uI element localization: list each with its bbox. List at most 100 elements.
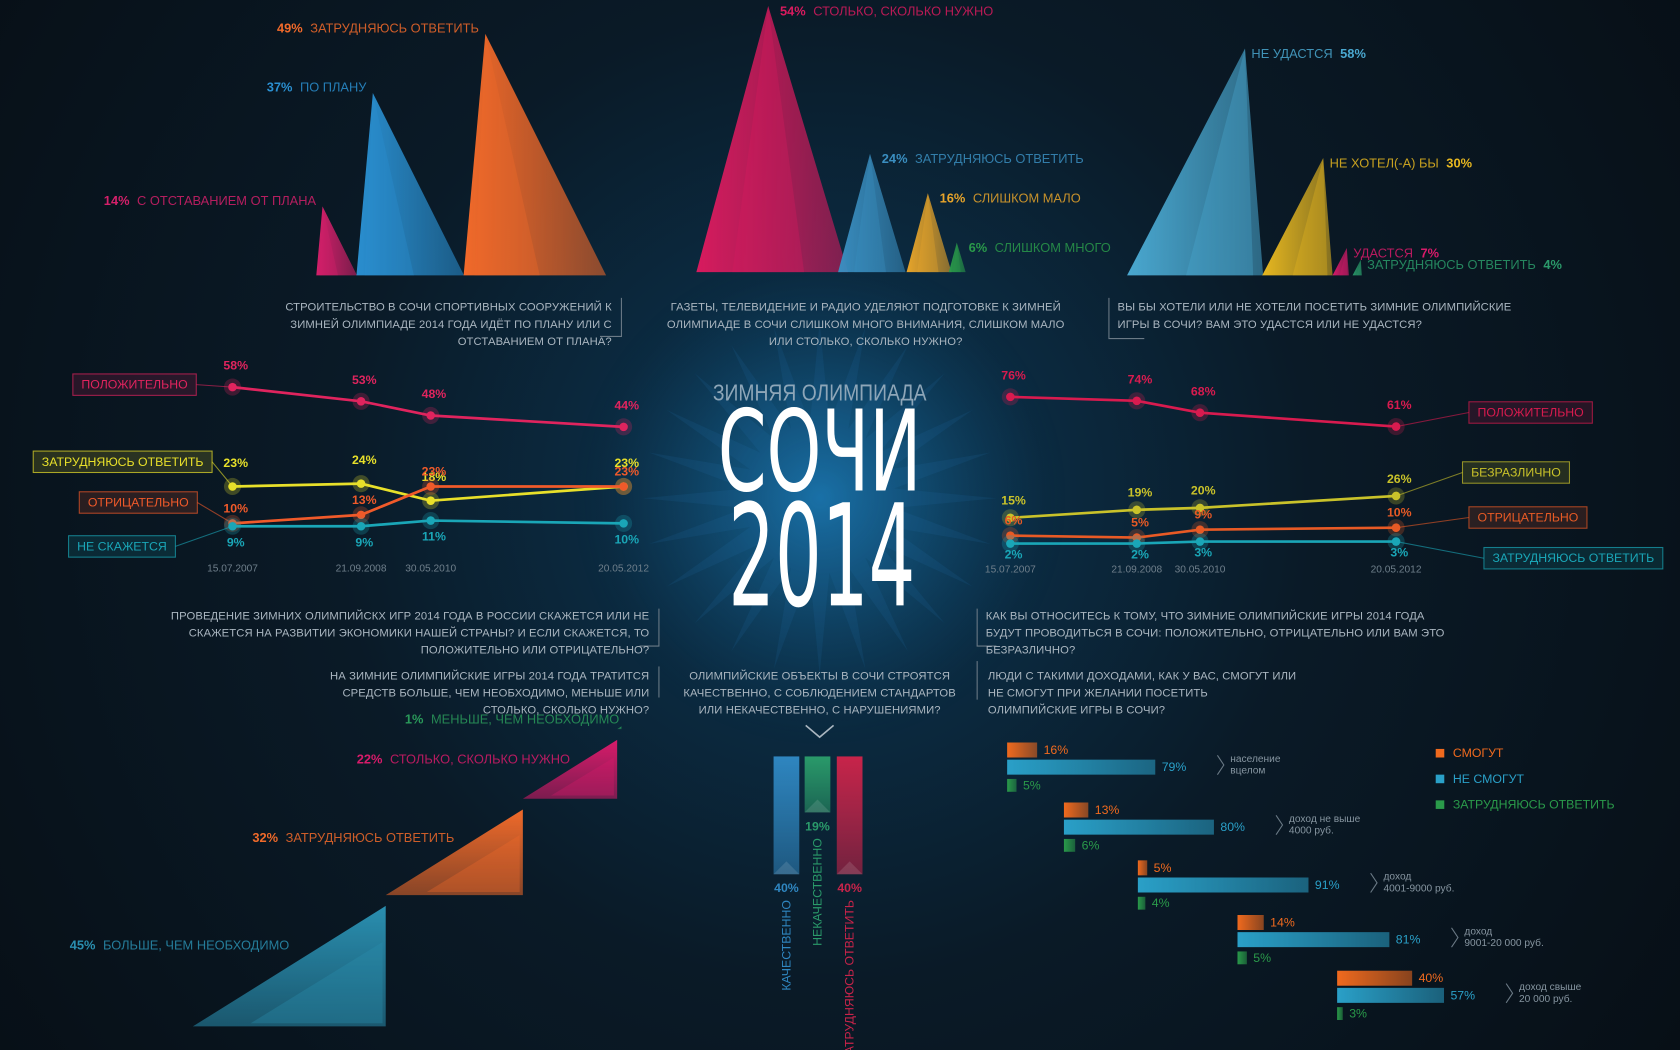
value-label: 11% <box>422 530 446 544</box>
value-label: 10% <box>1387 506 1412 520</box>
value-label: 40% <box>837 881 862 895</box>
line <box>232 519 624 528</box>
question: ЛЮДИ С ТАКИМИ ДОХОДАМИ, КАК У ВАС, СМОГУ… <box>987 669 1297 717</box>
line <box>232 482 624 503</box>
triangle-shade <box>1292 158 1328 276</box>
category-label: МЕНЬШЕ, ЧЕМ НЕОБХОДИМО <box>431 711 619 726</box>
legend-label: ПОЛОЖИТЕЛЬНО <box>1478 406 1584 420</box>
question: ОЛИМПИЙСКИЕ ОБЪЕКТЫ В СОЧИ СТРОЯТСЯ КАЧЕ… <box>683 669 956 717</box>
chevron <box>805 724 835 739</box>
bar <box>804 756 831 813</box>
triangle-shade <box>364 93 414 276</box>
question: ПРОВЕДЕНИЕ ЗИМНИХ ОЛИМПИЙСКХ ИГР 2014 ГО… <box>170 609 650 657</box>
category-label: СЛИШКОМ МНОГО <box>995 239 1111 254</box>
triangle-label: 22% СТОЛЬКО, СКОЛЬКО НУЖНО <box>357 751 570 766</box>
x-tick-label: 20.05.2012 <box>598 563 649 574</box>
legend-label: ОТРИЦАТЕЛЬНО <box>1478 511 1579 525</box>
value-label: 53% <box>352 373 377 387</box>
triangle-label: 45% БОЛЬШЕ, ЧЕМ НЕОБХОДИМО <box>70 937 290 952</box>
value-label: 14% <box>1270 916 1295 930</box>
value-label: 40% <box>774 881 799 895</box>
bar <box>1063 838 1076 852</box>
bracket <box>976 608 997 647</box>
triangle-label: 16% СЛИШКОМ МАЛО <box>940 190 1081 205</box>
triangle <box>1352 259 1362 276</box>
category-label: доход свыше 20 000 руб. <box>1519 981 1582 1006</box>
value-label: 6% <box>1005 514 1023 528</box>
category-label: население вцелом <box>1230 753 1281 777</box>
point <box>426 496 436 505</box>
point <box>228 482 237 491</box>
year: 2014 <box>728 474 915 640</box>
triangle <box>1332 247 1349 276</box>
bar <box>1063 802 1089 818</box>
value-label: 76% <box>1001 368 1026 382</box>
bar <box>1237 915 1264 931</box>
x-tick-label: 21.09.2008 <box>1111 565 1162 576</box>
category-label: СТОЛЬКО, СКОЛЬКО НУЖНО <box>390 751 570 766</box>
legend-swatch <box>1435 774 1445 784</box>
legend-connector <box>1395 541 1485 559</box>
value-label: 9% <box>355 535 373 549</box>
legend-swatch <box>1435 748 1445 758</box>
triangle-label: НЕ ХОТЕЛ(-А) БЫ 30% <box>1330 155 1473 170</box>
value-label: 68% <box>1191 384 1216 398</box>
value-label: 5% <box>1023 778 1041 792</box>
value-label: 3% <box>1390 545 1408 559</box>
bar <box>1137 877 1309 893</box>
value-label: 10% <box>614 532 639 546</box>
value-label: 23% <box>422 464 447 478</box>
value-label: 18% <box>422 470 447 484</box>
category-label: доход 9001-20 000 руб. <box>1464 925 1544 950</box>
category-label: ЗАТРУДНЯЮСЬ ОТВЕТИТЬ <box>286 829 455 844</box>
category-label: УДАСТСЯ <box>1353 245 1413 260</box>
value-label: 49% <box>277 20 303 35</box>
category-label: доход не выше 4000 руб. <box>1288 813 1361 837</box>
value-label: 3% <box>1349 1007 1367 1021</box>
value-label: 57% <box>1450 988 1475 1002</box>
point <box>1006 539 1015 548</box>
value-label: 23% <box>223 456 248 470</box>
value-label: 9% <box>227 535 245 549</box>
line <box>1010 494 1397 520</box>
triangle-label: 6% СЛИШКОМ МНОГО <box>969 239 1111 254</box>
legend-connector <box>1395 411 1470 428</box>
category-label: СЛИШКОМ МАЛО <box>973 190 1081 205</box>
triangle <box>1262 158 1333 276</box>
title-group: СОЧИ <box>718 387 922 518</box>
star <box>642 321 997 676</box>
point <box>1006 513 1015 523</box>
point <box>1391 491 1401 501</box>
triangle-shade <box>551 757 614 796</box>
bar <box>773 756 800 875</box>
triangle-shade <box>319 206 339 276</box>
value-label: 58% <box>223 359 248 373</box>
value-label: 4% <box>1543 257 1562 272</box>
point <box>619 519 628 528</box>
point <box>1006 531 1015 540</box>
bar <box>836 756 863 875</box>
point <box>1132 505 1142 515</box>
triangle <box>316 206 358 276</box>
value-label: 58% <box>1340 45 1366 60</box>
line <box>1010 395 1397 428</box>
chevron <box>1275 815 1284 835</box>
legend-connector <box>197 502 233 524</box>
value-label: 1% <box>405 711 424 726</box>
point <box>1195 408 1205 418</box>
legend-label: ПОЛОЖИТЕЛЬНО <box>81 378 187 392</box>
bar <box>1237 932 1390 948</box>
bar <box>1237 951 1247 965</box>
bar <box>1337 1007 1343 1021</box>
bracket <box>600 297 622 337</box>
x-tick-label: 30.05.2010 <box>405 563 456 574</box>
value-label: 14% <box>104 192 130 207</box>
value-label: 5% <box>1131 516 1149 530</box>
point <box>1391 537 1401 546</box>
triangle-label: 24% ЗАТРУДНЯЮСЬ ОТВЕТИТЬ <box>882 151 1084 166</box>
value-label: 7% <box>1421 245 1440 260</box>
value-label: 54% <box>780 3 806 18</box>
triangle <box>192 905 386 1027</box>
triangle-label: 32% ЗАТРУДНЯЮСЬ ОТВЕТИТЬ <box>252 829 454 844</box>
